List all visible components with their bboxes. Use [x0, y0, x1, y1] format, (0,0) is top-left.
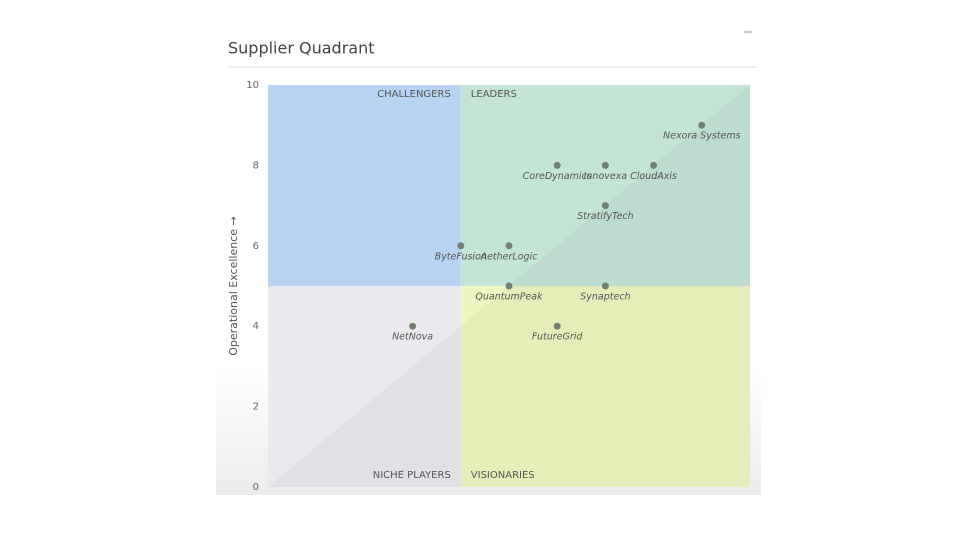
quadrant-label: VISIONARIES	[471, 470, 535, 481]
x-tick-label: 0	[265, 494, 271, 505]
x-tick-label: 10	[744, 494, 757, 505]
point-label: ByteFusion	[435, 251, 487, 262]
data-point	[409, 322, 417, 330]
point-label: Innovexa	[584, 171, 628, 182]
data-point	[553, 161, 561, 169]
y-axis-label: Operational Excellence →	[227, 216, 240, 356]
quadrant	[460, 286, 750, 487]
y-tick-label: 4	[253, 321, 259, 332]
point-label: CoreDynamics	[523, 171, 592, 182]
data-point	[553, 322, 561, 330]
x-tick-label: 2	[361, 494, 367, 505]
quadrant	[268, 286, 461, 487]
quadrant-label: CHALLENGERS	[377, 89, 451, 100]
quadrant-label: LEADERS	[471, 89, 517, 100]
x-tick-label: 6	[554, 494, 560, 505]
data-point	[650, 161, 658, 169]
data-point	[601, 202, 609, 210]
y-tick-label: 10	[246, 80, 259, 91]
y-tick-label: 2	[253, 402, 259, 413]
point-label: CloudAxis	[630, 171, 677, 182]
data-point	[601, 282, 609, 290]
data-point	[505, 242, 513, 250]
point-label: FutureGrid	[532, 332, 584, 343]
x-tick-label: 4	[458, 494, 464, 505]
data-point	[457, 242, 465, 250]
data-point	[601, 161, 609, 169]
quadrant-label: NICHE PLAYERS	[373, 470, 451, 481]
point-label: StratifyTech	[577, 211, 634, 222]
point-label: QuantumPeak	[475, 292, 543, 303]
data-point	[505, 282, 513, 290]
quadrant	[460, 85, 750, 286]
data-point	[698, 121, 706, 129]
chart-title: Supplier Quadrant	[228, 39, 375, 58]
point-label: NetNova	[392, 332, 433, 343]
y-tick-label: 8	[253, 160, 259, 171]
y-tick-label: 0	[253, 482, 259, 493]
plot: CHALLENGERS LEADERS NICHE PLAYERS VISIONARI…	[246, 80, 757, 505]
x-tick-label: 8	[650, 494, 656, 505]
point-label: AetherLogic	[480, 251, 539, 262]
point-label: Synaptech	[580, 292, 630, 303]
y-tick-label: 6	[253, 241, 259, 252]
quadrant	[268, 85, 461, 286]
point-label: Nexora Systems	[663, 131, 741, 142]
